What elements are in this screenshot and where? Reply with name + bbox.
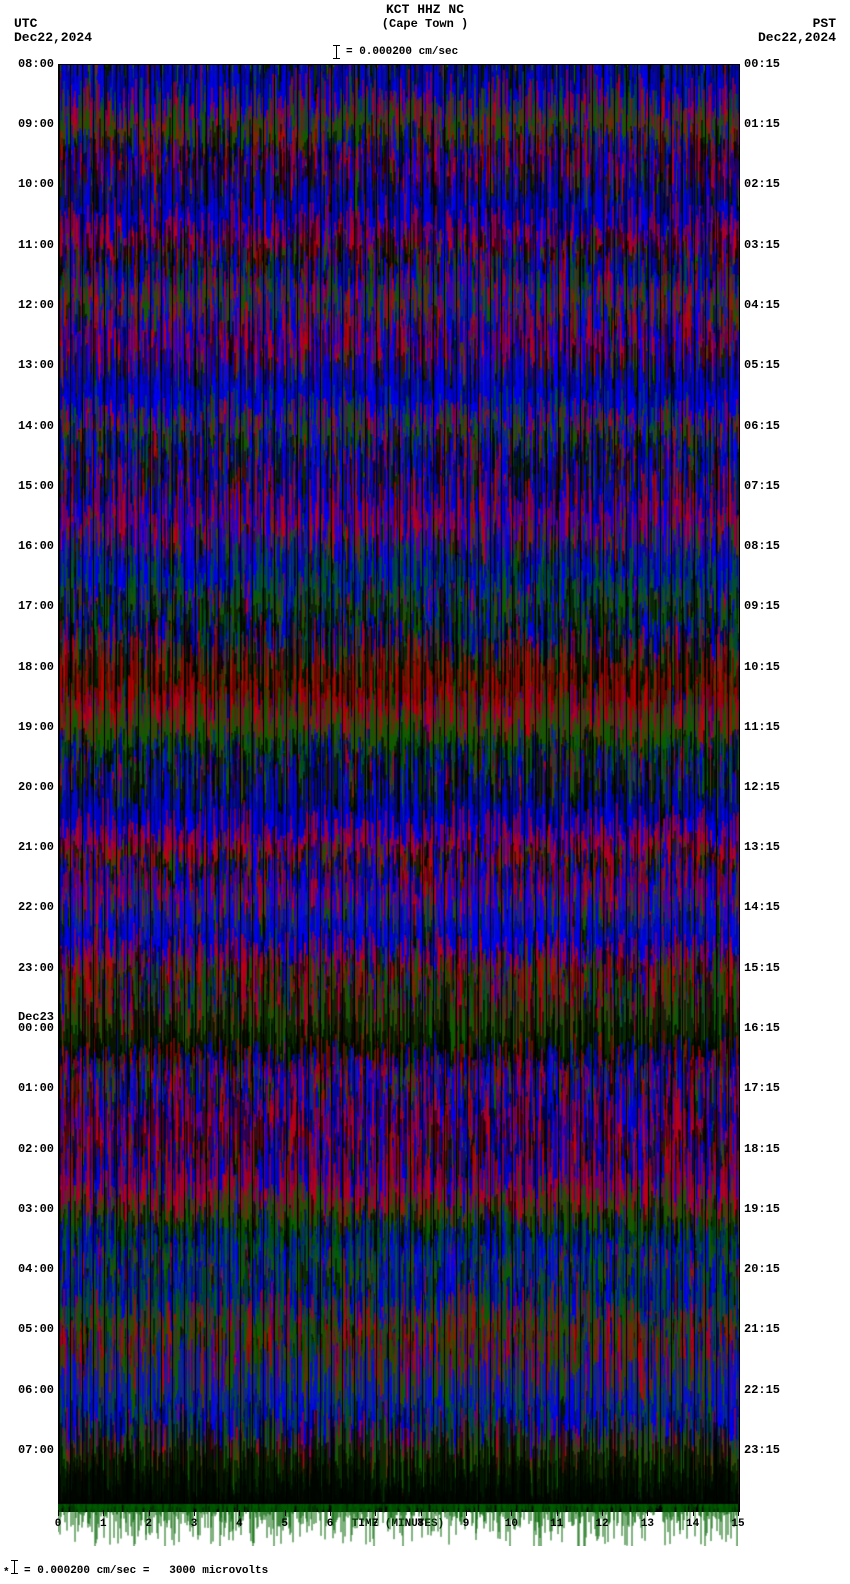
ytick-left: 01:00	[18, 1081, 54, 1095]
title-line-1: KCT HHZ NC	[386, 2, 464, 17]
ytick-right: 15:15	[744, 961, 780, 975]
xtick	[647, 1510, 648, 1516]
ytick-right: 22:15	[744, 1383, 780, 1397]
ytick-left: 03:00	[18, 1202, 54, 1216]
ytick-left: 18:00	[18, 660, 54, 674]
scale-bar-top	[336, 45, 337, 59]
xtick-label: 4	[236, 1518, 243, 1530]
ytick-left: 06:00	[18, 1383, 54, 1397]
ytick-left: 20:00	[18, 780, 54, 794]
xtick	[693, 1510, 694, 1516]
ytick-left: 08:00	[18, 57, 54, 71]
xtick	[602, 1510, 603, 1516]
xtick-label: 12	[595, 1518, 608, 1530]
ytick-left: 04:00	[18, 1262, 54, 1276]
x-axis-label: TIME (MINUTES)	[352, 1518, 444, 1530]
right-date: Dec22,2024	[758, 30, 836, 45]
ytick-left: 05:00	[18, 1322, 54, 1336]
xtick-label: 0	[55, 1518, 62, 1530]
ytick-right: 07:15	[744, 479, 780, 493]
ytick-right: 04:15	[744, 298, 780, 312]
ytick-right: 18:15	[744, 1142, 780, 1156]
scale-bar-footer	[14, 1560, 15, 1574]
xtick	[738, 1510, 739, 1516]
ytick-right: 11:15	[744, 720, 780, 734]
helicorder-canvas	[59, 65, 739, 1511]
ytick-left: 12:00	[18, 298, 54, 312]
xtick-label: 14	[686, 1518, 699, 1530]
scale-note-footer: = 0.000200 cm/sec = 3000 microvolts	[24, 1565, 268, 1577]
xtick	[58, 1510, 59, 1516]
xtick-label: 2	[145, 1518, 152, 1530]
ytick-right: 09:15	[744, 599, 780, 613]
title-line-2: (Cape Town )	[382, 17, 468, 31]
xtick	[466, 1510, 467, 1516]
ytick-left: 02:00	[18, 1142, 54, 1156]
ytick-left: 09:00	[18, 117, 54, 131]
ytick-right: 01:15	[744, 117, 780, 131]
ytick-right: 13:15	[744, 840, 780, 854]
utc-label: UTC	[14, 16, 37, 31]
ytick-left: 23:00	[18, 961, 54, 975]
xtick-label: 8	[417, 1518, 424, 1530]
xtick-label: 5	[281, 1518, 288, 1530]
ytick-right: 20:15	[744, 1262, 780, 1276]
ytick-right: 17:15	[744, 1081, 780, 1095]
ytick-right: 10:15	[744, 660, 780, 674]
ytick-left: 11:00	[18, 238, 54, 252]
ytick-left: 17:00	[18, 599, 54, 613]
ytick-right: 16:15	[744, 1021, 780, 1035]
ytick-right: 19:15	[744, 1202, 780, 1216]
pst-label: PST	[813, 16, 836, 31]
ytick-right: 12:15	[744, 780, 780, 794]
xtick	[375, 1510, 376, 1516]
helicorder-plot	[58, 64, 740, 1512]
xtick-label: 15	[731, 1518, 744, 1530]
ytick-right: 08:15	[744, 539, 780, 553]
xtick	[557, 1510, 558, 1516]
ytick-right: 21:15	[744, 1322, 780, 1336]
xtick-label: 10	[505, 1518, 518, 1530]
scale-note-top: = 0.000200 cm/sec	[346, 46, 458, 58]
xtick-label: 7	[372, 1518, 379, 1530]
ytick-right: 14:15	[744, 900, 780, 914]
ytick-left: 16:00	[18, 539, 54, 553]
ytick-left-prefix: Dec23	[18, 1010, 54, 1024]
ytick-left: 07:00	[18, 1443, 54, 1457]
left-date: Dec22,2024	[14, 30, 92, 45]
xtick-label: 9	[463, 1518, 470, 1530]
xtick-label: 6	[327, 1518, 334, 1530]
ytick-right: 00:15	[744, 57, 780, 71]
xtick	[330, 1510, 331, 1516]
xtick-label: 11	[550, 1518, 563, 1530]
ytick-right: 06:15	[744, 419, 780, 433]
xtick-label: 3	[191, 1518, 198, 1530]
ytick-right: 02:15	[744, 177, 780, 191]
xtick	[103, 1510, 104, 1516]
ytick-left: 13:00	[18, 358, 54, 372]
ytick-left: 21:00	[18, 840, 54, 854]
ytick-left: 22:00	[18, 900, 54, 914]
ytick-right: 05:15	[744, 358, 780, 372]
ytick-left: 19:00	[18, 720, 54, 734]
xtick	[239, 1510, 240, 1516]
ytick-left: 10:00	[18, 177, 54, 191]
xtick	[421, 1510, 422, 1516]
ytick-right: 03:15	[744, 238, 780, 252]
xtick	[149, 1510, 150, 1516]
xtick-label: 1	[100, 1518, 107, 1530]
xtick	[285, 1510, 286, 1516]
xtick-label: 13	[641, 1518, 654, 1530]
footer-asterisk: *	[3, 1567, 10, 1579]
ytick-left: 15:00	[18, 479, 54, 493]
ytick-left: 14:00	[18, 419, 54, 433]
ytick-right: 23:15	[744, 1443, 780, 1457]
xtick	[194, 1510, 195, 1516]
xtick	[511, 1510, 512, 1516]
